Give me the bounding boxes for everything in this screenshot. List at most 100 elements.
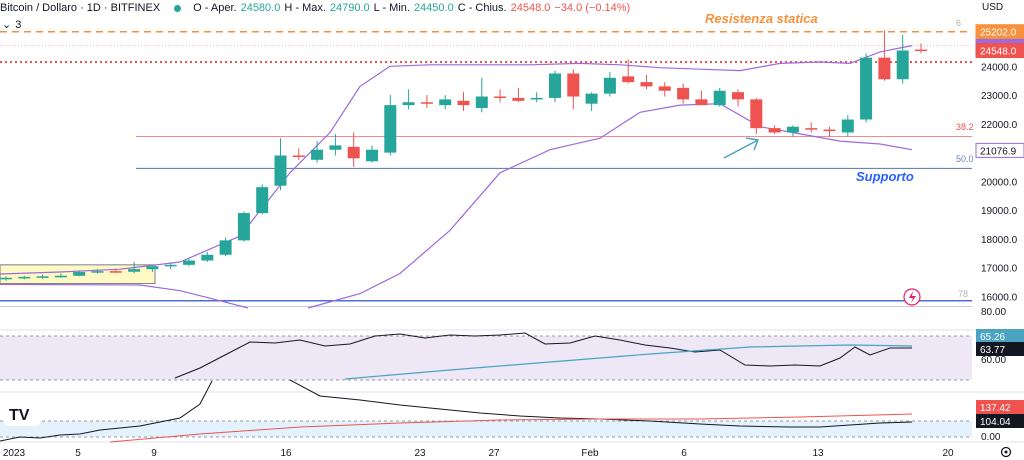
candle bbox=[512, 97, 525, 101]
symbol-title[interactable]: Bitcoin / Dollaro · 1D · BITFINEX bbox=[0, 2, 161, 14]
candle bbox=[146, 266, 159, 270]
candle bbox=[18, 276, 31, 279]
candle bbox=[384, 105, 397, 153]
osc-tick-label: 0.00 bbox=[981, 432, 1001, 443]
time-tick-label: 9 bbox=[151, 448, 157, 459]
price-tag-label: 25202.0 bbox=[980, 28, 1017, 39]
candles bbox=[0, 30, 927, 281]
time-tick-label: 23 bbox=[414, 448, 426, 459]
candle bbox=[329, 145, 342, 150]
fib-500-label: 50.0 bbox=[956, 154, 974, 164]
time-tick-label: 27 bbox=[488, 448, 500, 459]
bollinger-upper bbox=[0, 45, 913, 275]
price-tick-label: 24000.0 bbox=[981, 62, 1018, 73]
osc-signal-line bbox=[109, 413, 913, 443]
high-value: 24790.0 bbox=[329, 2, 370, 14]
candle bbox=[622, 76, 635, 83]
candle bbox=[585, 93, 598, 104]
time-tick-label: 16 bbox=[280, 448, 292, 459]
time-tick-label: Feb bbox=[581, 448, 599, 459]
candle bbox=[274, 155, 287, 186]
osc-tag-label: 137.42 bbox=[980, 403, 1011, 414]
osc-tag bbox=[976, 414, 1024, 428]
indicator-count: 3 bbox=[15, 18, 22, 31]
resistance-label: Resistenza statica bbox=[705, 11, 818, 26]
candle bbox=[366, 149, 378, 162]
candle bbox=[128, 269, 141, 272]
time-tick-label: 20 bbox=[942, 448, 954, 459]
change-value: −34.0 (−0.14%) bbox=[554, 2, 631, 14]
candle bbox=[402, 102, 415, 106]
open-label: O - Aper. bbox=[193, 2, 237, 14]
fib-786-label: 78 bbox=[958, 289, 968, 299]
price-tick-label: 16000.0 bbox=[981, 292, 1018, 303]
open-value: 24580.0 bbox=[240, 2, 281, 14]
candle bbox=[530, 97, 543, 100]
low-value: 24450.0 bbox=[413, 2, 454, 14]
rsi-tag bbox=[976, 329, 1024, 343]
candle bbox=[439, 99, 452, 106]
gear-icon-center bbox=[1004, 450, 1008, 454]
candle bbox=[786, 126, 799, 133]
candle bbox=[768, 128, 781, 133]
candle bbox=[256, 187, 269, 214]
candle bbox=[695, 99, 708, 106]
price-tag bbox=[975, 142, 1024, 158]
candle bbox=[347, 146, 360, 159]
chevron-down-icon: ⌄ bbox=[2, 19, 12, 31]
candle bbox=[603, 77, 616, 94]
candle bbox=[567, 73, 580, 97]
gear-icon bbox=[1000, 446, 1012, 458]
indicator-toggle[interactable]: ⌄ 3 bbox=[2, 18, 22, 32]
tradingview-logo bbox=[4, 400, 40, 426]
time-tick-label: 13 bbox=[812, 448, 824, 459]
candle bbox=[457, 100, 470, 106]
candle bbox=[475, 96, 488, 109]
candle bbox=[750, 99, 763, 129]
price-tag bbox=[975, 24, 1024, 40]
bollinger-lower-2 bbox=[307, 103, 913, 309]
price-tick-label: 20000.0 bbox=[981, 177, 1018, 188]
candle bbox=[201, 254, 214, 261]
candle bbox=[640, 82, 653, 87]
tradingview-logo-text: TV bbox=[9, 407, 30, 424]
time-tick-label: 2023 bbox=[3, 448, 26, 459]
candle bbox=[311, 149, 324, 160]
candle bbox=[896, 50, 909, 80]
time-tick-label: 5 bbox=[75, 448, 81, 459]
osc-band bbox=[0, 421, 972, 437]
rsi-tag bbox=[976, 342, 1024, 356]
chart-header: Bitcoin / Dollaro · 1D · BITFINEX O - Ap… bbox=[0, 0, 630, 16]
rsi-tag-label: 63.77 bbox=[980, 345, 1005, 356]
price-tick-label: 17000.0 bbox=[981, 264, 1018, 275]
time-tick-label: 6 bbox=[681, 448, 687, 459]
candle bbox=[805, 128, 818, 130]
close-label: C - Chius. bbox=[457, 2, 507, 14]
candle bbox=[91, 271, 104, 273]
candle bbox=[658, 86, 671, 91]
candle bbox=[915, 49, 927, 52]
candle bbox=[860, 57, 873, 120]
candle bbox=[878, 57, 891, 80]
price-axis-bg bbox=[974, 0, 1024, 460]
rsi-tick-label: 60.00 bbox=[981, 355, 1006, 366]
candle bbox=[237, 213, 250, 241]
candle bbox=[841, 119, 854, 133]
candle bbox=[219, 240, 232, 255]
price-tag-label: 24548.0 bbox=[980, 47, 1017, 58]
lightning-glyph bbox=[909, 291, 916, 303]
candle bbox=[109, 271, 122, 273]
candle bbox=[823, 129, 836, 132]
candle bbox=[292, 155, 305, 157]
rsi-tag-label: 65.26 bbox=[980, 332, 1005, 343]
rsi-tick-label: 80.00 bbox=[981, 307, 1006, 318]
candle bbox=[73, 272, 86, 276]
candle bbox=[494, 96, 507, 98]
candle bbox=[36, 276, 49, 278]
rsi-line bbox=[174, 332, 912, 379]
osc-line bbox=[0, 380, 213, 442]
close-value: 24548.0 bbox=[510, 2, 551, 14]
bollinger-lower bbox=[0, 283, 249, 309]
rsi-band bbox=[0, 336, 972, 380]
